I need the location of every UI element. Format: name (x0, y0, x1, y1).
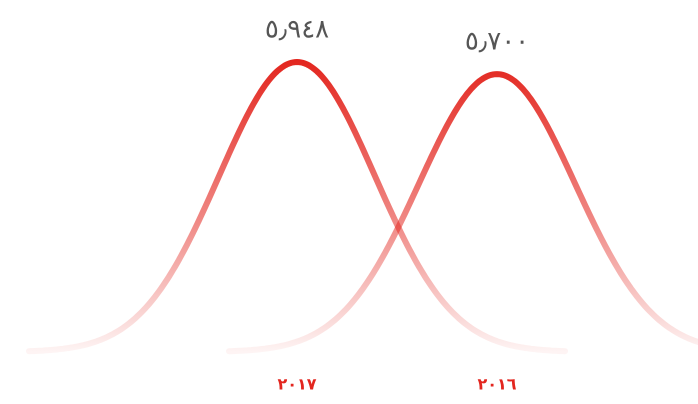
bell-curve (26, 58, 568, 355)
category-label: ٢٠١٦ (477, 375, 516, 394)
category-label: ٢٠١٧ (277, 375, 316, 394)
value-label: ٥٫٧٠٠ (465, 27, 529, 57)
bell-curve (226, 71, 698, 355)
value-label: ٥٫٩٤٨ (265, 15, 329, 45)
